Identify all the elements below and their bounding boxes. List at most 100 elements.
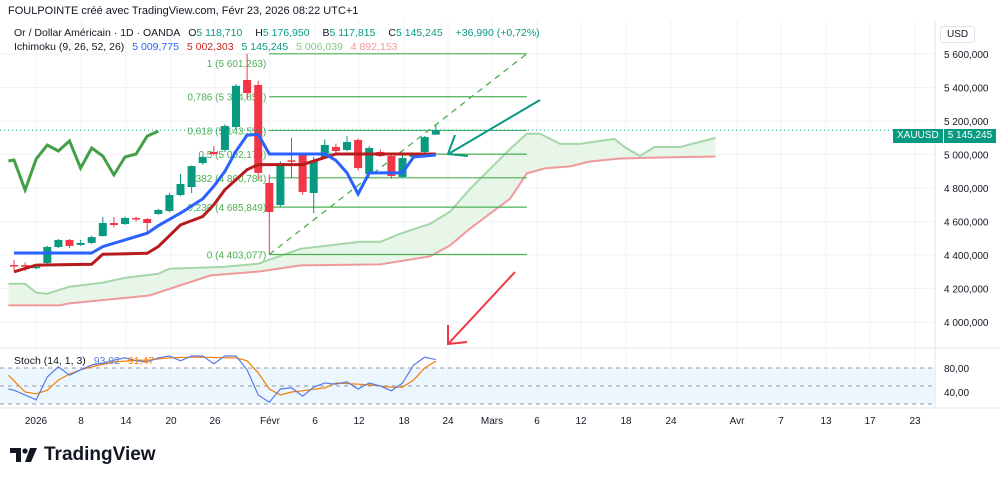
low-value: 5 117,815 bbox=[329, 27, 376, 39]
stoch-k-value: 93,92 bbox=[93, 355, 120, 367]
candle bbox=[265, 174, 274, 255]
candle-body bbox=[331, 146, 340, 151]
candle-body bbox=[198, 157, 207, 164]
candle bbox=[309, 157, 318, 214]
candle bbox=[65, 239, 74, 249]
candle-body bbox=[87, 237, 96, 243]
low-group: B5 117,815 bbox=[322, 27, 380, 39]
candle bbox=[220, 124, 229, 152]
candle bbox=[243, 53, 252, 100]
symbol-legend: Or / Dollar Américain · 1D · OANDA O5 11… bbox=[14, 27, 545, 39]
candle-body bbox=[109, 223, 118, 226]
candle-body bbox=[254, 84, 263, 173]
candle-body bbox=[76, 242, 85, 245]
candle bbox=[154, 208, 163, 215]
time-axis-label: 12 bbox=[353, 416, 365, 427]
stoch-axis-label: 80,00 bbox=[944, 364, 969, 375]
candle bbox=[232, 84, 240, 130]
candle-body bbox=[165, 195, 174, 211]
time-axis-label: 24 bbox=[442, 416, 454, 427]
candle-body bbox=[54, 239, 63, 247]
candle bbox=[10, 260, 18, 271]
base-value: 5 002,303 bbox=[186, 41, 234, 53]
candle-body bbox=[287, 160, 296, 162]
conversion-line bbox=[14, 132, 436, 255]
low-label: B bbox=[322, 27, 330, 39]
fib-level-label: 0,786 (5 344,851) bbox=[187, 93, 266, 104]
time-axis-label: 24 bbox=[665, 416, 677, 427]
candle-body bbox=[209, 151, 218, 154]
candle bbox=[187, 165, 196, 194]
candle bbox=[43, 245, 52, 265]
price-axis-label: 5 400,000 bbox=[944, 84, 989, 95]
candle-body bbox=[143, 218, 152, 224]
candle bbox=[276, 161, 285, 207]
span-a-line bbox=[8, 132, 716, 295]
candle-body bbox=[265, 182, 274, 212]
time-axis-label: 8 bbox=[78, 416, 84, 427]
candle-body bbox=[98, 223, 107, 237]
candle-body bbox=[232, 85, 240, 128]
open-label: O bbox=[188, 27, 197, 39]
fib-level-label: 0,236 (4 685,849) bbox=[187, 203, 266, 214]
stoch-k-line bbox=[8, 355, 436, 403]
base-line bbox=[13, 152, 436, 274]
symbol-tag: XAUUSD bbox=[897, 130, 939, 141]
time-axis-label: 18 bbox=[620, 416, 632, 427]
candle bbox=[143, 218, 152, 232]
close-label: C bbox=[388, 27, 396, 39]
last-price-tag: XAUUSD 5 145,245 bbox=[893, 129, 997, 143]
candle bbox=[132, 216, 141, 222]
time-axis-label: 6 bbox=[312, 416, 318, 427]
candle bbox=[398, 154, 407, 178]
change-value: +36,990 (+0,72%) bbox=[455, 27, 540, 39]
candle bbox=[365, 146, 374, 176]
brand-name: TradingView bbox=[44, 444, 156, 465]
time-axis-label: 17 bbox=[864, 416, 876, 427]
price-axis-label: 4 600,000 bbox=[944, 218, 989, 229]
span-b-line bbox=[8, 155, 716, 307]
candle-body bbox=[154, 209, 163, 214]
candle-body bbox=[176, 183, 185, 196]
candle-body bbox=[309, 161, 318, 194]
chart-title: FOULPOINTE créé avec TradingView.com, Fé… bbox=[8, 5, 359, 17]
time-axis-label: Févr bbox=[260, 416, 281, 427]
time-axis-label: 13 bbox=[820, 416, 832, 427]
stoch-label[interactable]: Stoch (14, 1, 3) bbox=[14, 355, 86, 367]
fib-level-label: 1 (5 601,263) bbox=[207, 59, 267, 70]
time-axis-label: 2026 bbox=[25, 416, 48, 427]
candle-body bbox=[32, 266, 41, 269]
candle-body bbox=[320, 144, 329, 158]
red-arrow-icon bbox=[448, 271, 516, 344]
candle-body bbox=[65, 239, 74, 246]
stoch-d-line bbox=[7, 356, 437, 396]
open-group: O5 118,710 bbox=[188, 27, 247, 39]
price-axis-label: 4 000,000 bbox=[944, 318, 989, 329]
time-axis-label: 14 bbox=[120, 416, 132, 427]
currency-button[interactable]: USD bbox=[940, 26, 976, 43]
candle bbox=[54, 239, 63, 249]
close-value: 5 145,245 bbox=[395, 27, 443, 39]
candle-body bbox=[343, 141, 351, 150]
time-axis-label: 12 bbox=[575, 416, 587, 427]
tradingview-logo[interactable]: TradingView bbox=[10, 444, 156, 466]
open-value: 5 118,710 bbox=[196, 27, 243, 39]
candle bbox=[121, 216, 129, 225]
candle-body bbox=[420, 137, 429, 152]
symbol-name[interactable]: Or / Dollar Américain · 1D · OANDA bbox=[14, 27, 181, 39]
ichimoku-label[interactable]: Ichimoku (9, 26, 52, 26) bbox=[14, 41, 125, 53]
price-axis-label: 4 400,000 bbox=[944, 251, 989, 262]
time-axis-label: Avr bbox=[730, 416, 745, 427]
stoch-axis-label: 40,00 bbox=[944, 388, 969, 399]
time-axis-label: 20 bbox=[165, 416, 177, 427]
candle bbox=[287, 137, 296, 178]
high-label: H bbox=[255, 27, 263, 39]
time-axis-label: 23 bbox=[909, 416, 921, 427]
candle bbox=[387, 154, 396, 179]
teal-arrowhead-icon bbox=[446, 134, 469, 157]
high-group: H5 176,950 bbox=[255, 27, 314, 39]
candle-body bbox=[10, 265, 18, 267]
candle bbox=[198, 156, 207, 165]
price-axis-label: 4 800,000 bbox=[944, 184, 989, 195]
